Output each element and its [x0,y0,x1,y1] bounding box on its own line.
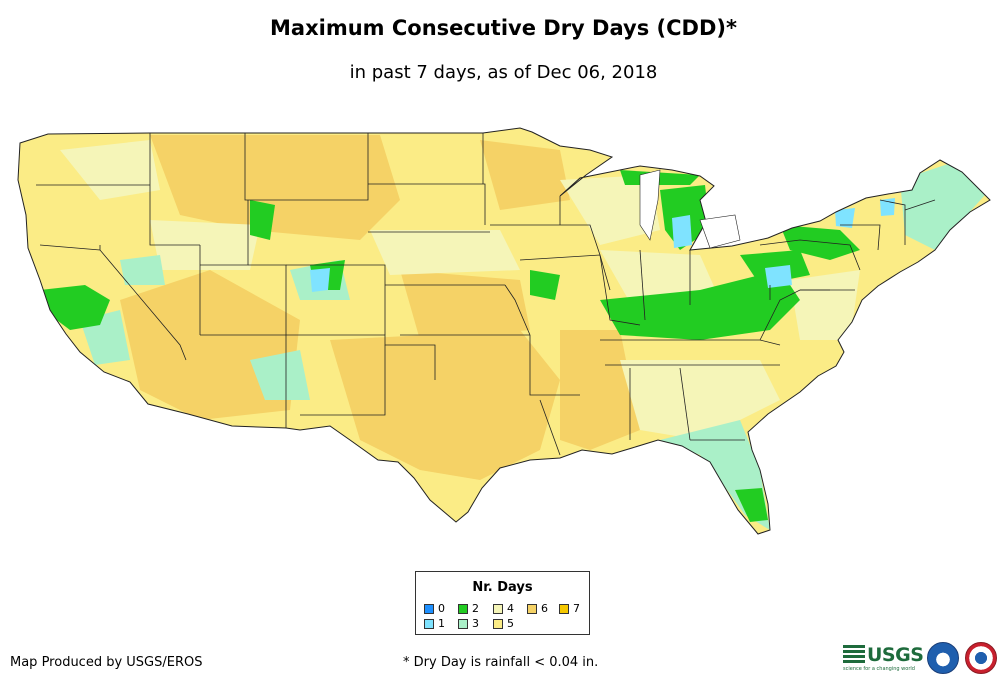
legend-item-7: 7 [559,603,580,615]
agency-logos: USGS science for a changing world [843,640,1003,678]
legend-swatch-7 [559,604,569,614]
usgs-logo: USGS [843,644,924,666]
legend-swatch-6 [527,604,537,614]
legend-label-4: 4 [507,602,514,615]
legend: Nr. Days 0 1 2 3 4 5 6 7 [415,571,590,635]
legend-title: Nr. Days [472,580,533,595]
legend-label-5: 5 [507,617,514,630]
legend-swatch-2 [458,604,468,614]
dry-day-footnote: * Dry Day is rainfall < 0.04 in. [403,655,599,670]
legend-item-4: 4 [493,603,514,615]
usgs-logo-text: USGS [867,644,924,666]
legend-swatch-0 [424,604,434,614]
map-title: Maximum Consecutive Dry Days (CDD)* [270,16,737,40]
legend-item-6: 6 [527,603,548,615]
legend-item-0: 0 [424,603,445,615]
legend-swatch-1 [424,619,434,629]
legend-label-3: 3 [472,617,479,630]
legend-item-3: 3 [458,618,479,630]
map-subtitle: in past 7 days, as of Dec 06, 2018 [349,62,658,83]
usgs-tagline: science for a changing world [843,666,915,672]
legend-swatch-4 [493,604,503,614]
legend-swatch-5 [493,619,503,629]
legend-label-6: 6 [541,602,548,615]
legend-item-1: 1 [424,618,445,630]
noaa-logo-icon [927,642,959,674]
legend-item-2: 2 [458,603,479,615]
map-credit: Map Produced by USGS/EROS [10,655,203,670]
legend-label-7: 7 [573,602,580,615]
legend-item-5: 5 [493,618,514,630]
usgs-stripes-icon [843,645,865,663]
nws-logo-icon [965,642,997,674]
legend-label-2: 2 [472,602,479,615]
legend-label-1: 1 [438,617,445,630]
legend-label-0: 0 [438,602,445,615]
legend-swatch-3 [458,619,468,629]
